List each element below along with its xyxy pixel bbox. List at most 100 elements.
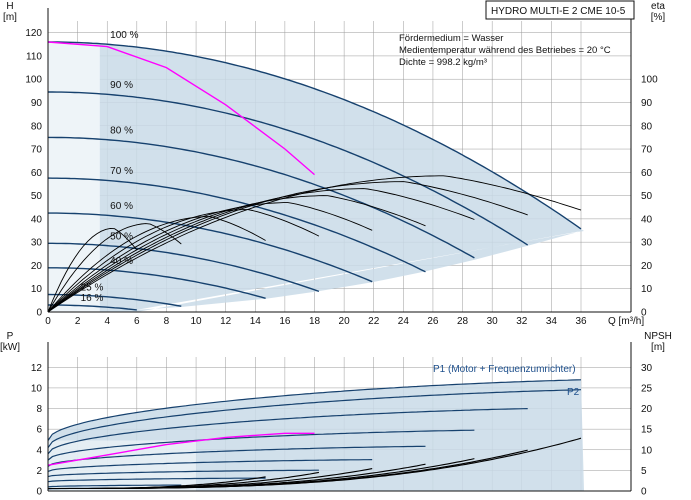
y2-tick-label-bottom: 10 — [641, 445, 653, 456]
x-tick-label: 20 — [339, 316, 351, 327]
speed-curve-label-4: 60 % — [110, 201, 133, 212]
y-tick-label-bottom: 4 — [36, 445, 42, 456]
legend-p1: P1 (Motor + Frequenzumrichter) — [433, 364, 576, 375]
x-tick-label: 28 — [457, 316, 469, 327]
y-tick-label-bottom: 10 — [31, 383, 43, 394]
y-tick-label: 40 — [31, 214, 43, 225]
y-tick-label: 30 — [31, 238, 43, 249]
x-tick-label: 24 — [398, 316, 410, 327]
system-curve-top — [47, 41, 315, 176]
y2-tick-label-bottom: 15 — [641, 425, 653, 436]
speed-curve-4 — [48, 212, 373, 283]
y-tick-label: 60 — [31, 168, 43, 179]
y2-tick-label-bottom: 25 — [641, 383, 653, 394]
x-tick-label: 2 — [75, 316, 81, 327]
power-curve-7 — [47, 477, 266, 483]
power-curve-4 — [47, 445, 426, 467]
y-axis-label-top-0: H — [6, 1, 13, 12]
x-tick-label: 10 — [190, 316, 202, 327]
chart-title: HYDRO MULTI-E 2 CME 10-5 — [491, 6, 626, 17]
y-tick-label: 20 — [31, 261, 43, 272]
x-tick-label: 26 — [427, 316, 439, 327]
speed-curve-2 — [48, 136, 475, 259]
y-tick-label: 100 — [25, 75, 42, 86]
y2-tick-label: 70 — [641, 145, 653, 156]
power-curve-3 — [47, 429, 475, 461]
y-tick-label-bottom: 2 — [36, 466, 42, 477]
y2-tick-label: 90 — [641, 98, 653, 109]
speed-curve-label-7: 25 % — [81, 283, 104, 294]
speed-curve-label-5: 50 % — [110, 231, 133, 242]
efficiency-curve-5 — [47, 209, 320, 313]
note-medium: Fördermedium = Wasser — [399, 33, 503, 44]
y-tick-label: 90 — [31, 98, 43, 109]
x-tick-label: 18 — [309, 316, 321, 327]
y-tick-label: 120 — [25, 28, 42, 39]
x-tick-label: 12 — [220, 316, 232, 327]
y-tick-label: 10 — [31, 284, 43, 295]
npsh-curve-6 — [48, 476, 266, 490]
power-curve-2 — [47, 408, 528, 455]
y-tick-label-bottom: 6 — [36, 425, 42, 436]
efficiency-curve-7 — [47, 223, 182, 313]
y2-axis-label-top-0: eta — [651, 1, 665, 12]
efficiency-curve-1 — [47, 181, 528, 313]
speed-curve-label-8: 16 % — [81, 293, 104, 304]
y-axis-label-bottom-1: [kW] — [0, 342, 20, 353]
y-tick-label: 110 — [26, 51, 42, 62]
y2-tick-label: 100 — [641, 75, 658, 86]
x-tick-label: 6 — [134, 316, 140, 327]
y2-axis-label-bottom-0: NPSH — [644, 331, 672, 342]
axes-layer: 0 2 4 6 8 10 12 14 16 18 20 22 24 26 28 30 32 34 36 Q [m³/h… — [0, 1, 672, 498]
y2-axis-label-top-1: [%] — [651, 12, 666, 23]
x-tick-label: 0 — [45, 316, 51, 327]
speed-curve-3 — [47, 177, 426, 273]
system-curve-bottom — [47, 432, 315, 466]
speed-curve-label-3: 70 % — [110, 166, 133, 177]
plot-layer: 100 %90 %80 %70 %60 %50 %40 %25 %16 % — [47, 30, 584, 491]
y-axis-label-bottom-0: P — [7, 331, 14, 342]
speed-curve-0 — [48, 41, 582, 230]
y2-tick-label: 60 — [641, 168, 653, 179]
x-tick-label: 16 — [279, 316, 291, 327]
y-tick-label: 0 — [36, 308, 42, 319]
speed-curve-label-2: 80 % — [110, 125, 133, 136]
y-tick-label: 50 — [31, 191, 43, 202]
speed-curve-label-1: 90 % — [110, 80, 133, 91]
x-tick-label: 30 — [487, 316, 499, 327]
y-tick-label: 80 — [31, 121, 43, 132]
y2-tick-label-bottom: 0 — [641, 487, 647, 498]
low-flow-zone-bottom — [48, 440, 197, 491]
power-curve-1 — [47, 389, 582, 449]
speed-curve-6 — [48, 267, 266, 299]
y2-tick-label-bottom: 5 — [641, 466, 647, 477]
y2-tick-label: 40 — [641, 214, 653, 225]
power-curve-6 — [47, 469, 319, 478]
y-tick-label-bottom: 12 — [31, 363, 43, 374]
y2-tick-label: 30 — [641, 238, 653, 249]
note-temperature: Medientemperatur während des Betriebes =… — [399, 45, 611, 56]
speed-curve-label-0: 100 % — [110, 30, 138, 41]
speed-curve-5 — [48, 242, 320, 293]
efficiency-curve-8 — [47, 227, 138, 313]
y-tick-label-bottom: 0 — [36, 487, 42, 498]
x-tick-label: 8 — [164, 316, 170, 327]
y-axis-label-top-1: [m] — [3, 12, 17, 23]
x-tick-label: 22 — [368, 316, 380, 327]
legend-p2: P2 — [567, 387, 580, 398]
x-axis-label: Q [m³/h] — [608, 316, 644, 327]
y2-tick-label: 50 — [641, 191, 653, 202]
y2-tick-label: 20 — [641, 261, 653, 272]
y2-tick-label-bottom: 20 — [641, 404, 653, 415]
x-tick-label: 4 — [104, 316, 110, 327]
power-curve-5 — [47, 459, 373, 472]
speed-curve-8 — [48, 304, 137, 311]
speed-curve-1 — [48, 91, 529, 246]
power-curve-0 — [47, 379, 582, 441]
y2-tick-label: 80 — [641, 121, 653, 132]
y2-tick-label-bottom: 30 — [641, 363, 653, 374]
x-tick-label: 14 — [250, 316, 262, 327]
y2-axis-label-bottom-1: [m] — [651, 342, 665, 353]
y2-tick-label: 0 — [641, 308, 647, 319]
